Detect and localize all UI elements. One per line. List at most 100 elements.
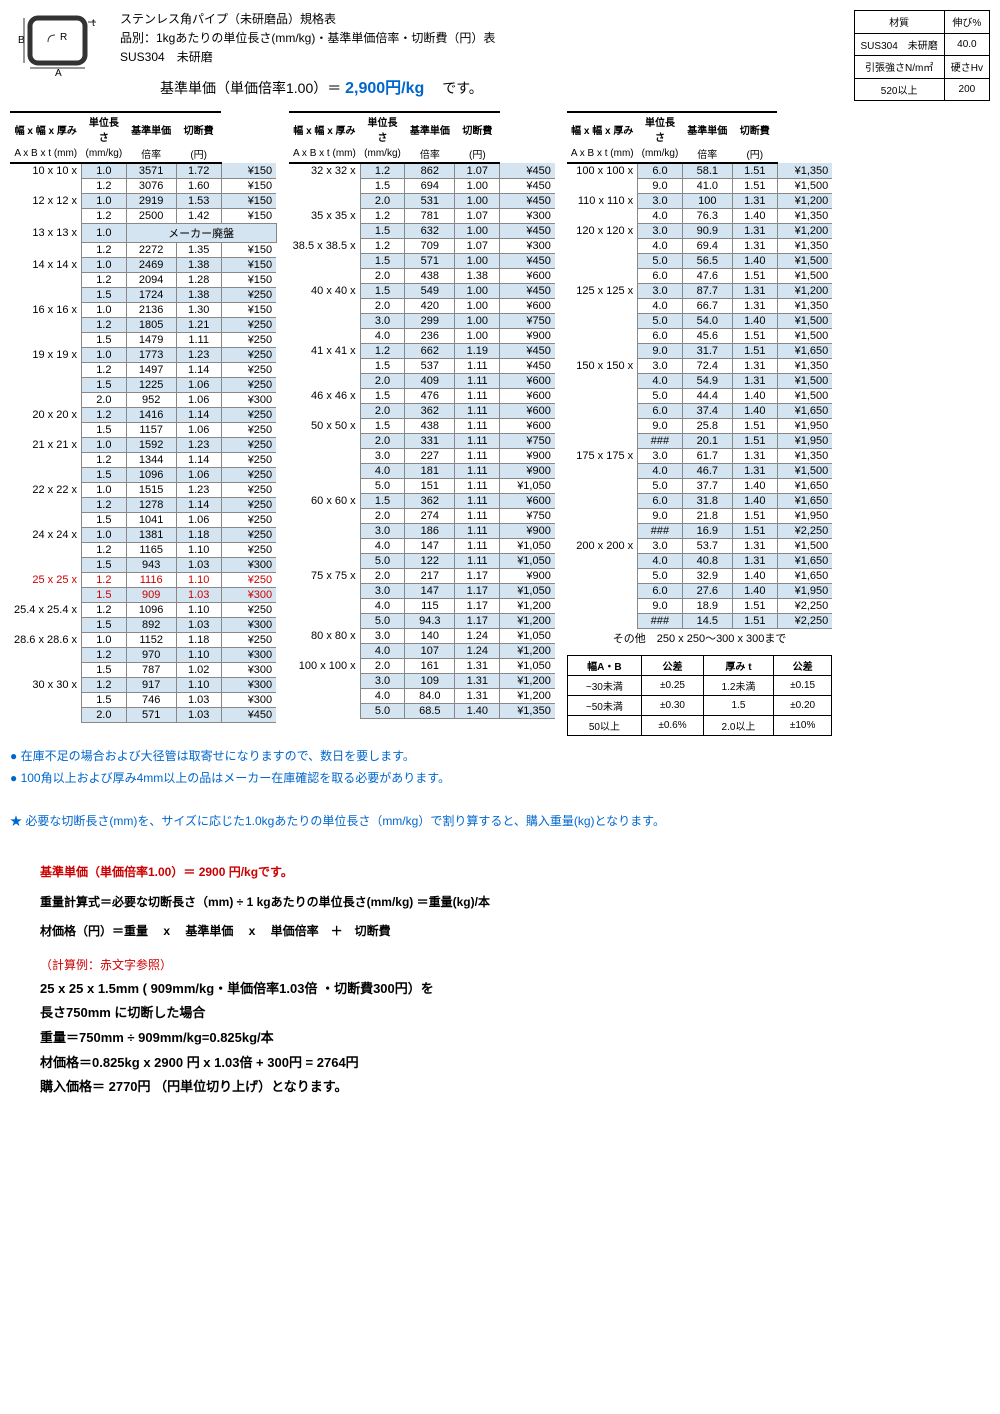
table-row: 4.076.31.40¥1,350 — [567, 209, 832, 224]
table-row: 1.510961.06¥250 — [10, 468, 276, 483]
table-row: 25.4 x 25.4 x1.210961.10¥250 — [10, 603, 276, 618]
data-table-3: 幅 x 幅 x 厚み単位長さ基準単価切断費 A x B x t (mm)(mm/… — [567, 111, 832, 647]
table-row: 1.55711.00¥450 — [289, 254, 555, 269]
example-3: 重量＝750mm ÷ 909mm/kg=0.825kg/本 — [40, 1026, 990, 1051]
table-row: 14 x 14 x1.024691.38¥150 — [10, 258, 276, 273]
tolerance-table: 幅A・B公差厚み t公差 ~30未満±0.251.2未満±0.15~50未満±0… — [567, 655, 832, 736]
svg-text:t: t — [92, 18, 95, 29]
title-line-2: 品別：1kgあたりの単位長さ(mm/kg)・基準単価倍率・切断費（円）表 — [120, 29, 844, 48]
table-row: 1.225001.42¥150 — [10, 209, 276, 224]
table-row: 4.040.81.31¥1,650 — [567, 554, 832, 569]
table-row: 22 x 22 x1.015151.23¥250 — [10, 483, 276, 498]
table-row: 4.066.71.31¥1,350 — [567, 299, 832, 314]
table-row: 2.02741.11¥750 — [289, 509, 555, 524]
table-row: 30 x 30 x1.29171.10¥300 — [10, 678, 276, 693]
table-row: 2.04381.38¥600 — [289, 269, 555, 284]
table-row: 24 x 24 x1.013811.18¥250 — [10, 528, 276, 543]
table-row: 38.5 x 38.5 x1.27091.07¥300 — [289, 239, 555, 254]
table-row: 21 x 21 x1.015921.23¥250 — [10, 438, 276, 453]
data-table-1: 幅 x 幅 x 厚み単位長さ基準単価切断費 A x B x t (mm)(mm/… — [10, 111, 277, 723]
table-row: 2.04091.11¥600 — [289, 374, 555, 389]
table-row: 120 x 120 x3.090.91.31¥1,200 — [567, 224, 832, 239]
table-row: ###20.11.51¥1,950 — [567, 434, 832, 449]
table-row: 5.01221.11¥1,050 — [289, 554, 555, 569]
table-row: 60 x 60 x1.53621.11¥600 — [289, 494, 555, 509]
table-row: 200 x 200 x3.053.71.31¥1,500 — [567, 539, 832, 554]
table-row: 10 x 10 x1.035711.72¥150 — [10, 163, 276, 179]
table-row: 2.03621.11¥600 — [289, 404, 555, 419]
base-price-value: 2,900円/kg — [345, 80, 424, 97]
table-row: 1.59091.03¥300 — [10, 588, 276, 603]
example-head: （計算例：赤文字参照） — [40, 955, 990, 977]
table-row: 1.57871.02¥300 — [10, 663, 276, 678]
table-row: 125 x 125 x3.087.71.31¥1,200 — [567, 284, 832, 299]
table-row: 1.230761.60¥150 — [10, 179, 276, 194]
title-line-1: ステンレス角パイプ（未研磨品）規格表 — [120, 10, 844, 29]
tables-container: 幅 x 幅 x 厚み単位長さ基準単価切断費 A x B x t (mm)(mm/… — [10, 111, 990, 736]
calc-1: 重量計算式＝必要な切断長さ（mm) ÷ 1 kgあたりの単位長さ(mm/kg) … — [40, 892, 990, 914]
table-row: 5.094.31.17¥1,200 — [289, 614, 555, 629]
table-row: 6.047.61.51¥1,500 — [567, 269, 832, 284]
table-row: 1.218051.21¥250 — [10, 318, 276, 333]
table-row: 5.056.51.40¥1,500 — [567, 254, 832, 269]
table-row: 4.01811.11¥900 — [289, 464, 555, 479]
table-row: 3.01471.17¥1,050 — [289, 584, 555, 599]
table-row: 13 x 13 x1.0メーカー廃盤 — [10, 224, 276, 243]
table-row: 12 x 12 x1.029191.53¥150 — [10, 194, 276, 209]
table-row: 3.01091.31¥1,200 — [289, 674, 555, 689]
table-row: 9.025.81.51¥1,950 — [567, 419, 832, 434]
table-row: 2.05311.00¥450 — [289, 194, 555, 209]
svg-text:R: R — [60, 32, 67, 43]
table-row: ###16.91.51¥2,250 — [567, 524, 832, 539]
table-row: 4.046.71.31¥1,500 — [567, 464, 832, 479]
table-row: 4.01071.24¥1,200 — [289, 644, 555, 659]
table-row: 1.212781.14¥250 — [10, 498, 276, 513]
table-row: 6.027.61.40¥1,950 — [567, 584, 832, 599]
table-row: 9.041.01.51¥1,500 — [567, 179, 832, 194]
table-row: 1.214971.14¥250 — [10, 363, 276, 378]
note-bullet-2: ● 100角以上および厚み4mm以上の品はメーカー在庫確認を取る必要があります。 — [10, 768, 990, 790]
pipe-diagram: B A R t — [10, 10, 110, 80]
table-row: 35 x 35 x1.27811.07¥300 — [289, 209, 555, 224]
table-row: 1.56941.00¥450 — [289, 179, 555, 194]
table-row: 5.068.51.40¥1,350 — [289, 704, 555, 719]
table-row: 1.55371.11¥450 — [289, 359, 555, 374]
table-row: 110 x 110 x3.01001.31¥1,200 — [567, 194, 832, 209]
table-row: 19 x 19 x1.017731.23¥250 — [10, 348, 276, 363]
example-4: 材価格＝0.825kg x 2900 円 x 1.03倍 + 300円 = 27… — [40, 1051, 990, 1076]
table-row: 32 x 32 x1.28621.07¥450 — [289, 163, 555, 179]
table-row: ###14.51.51¥2,250 — [567, 614, 832, 629]
table-row: 5.044.41.40¥1,500 — [567, 389, 832, 404]
table-row: 6.037.41.40¥1,650 — [567, 404, 832, 419]
table-row: 1.57461.03¥300 — [10, 693, 276, 708]
table-row: 1.56321.00¥450 — [289, 224, 555, 239]
table-row: 41 x 41 x1.26621.19¥450 — [289, 344, 555, 359]
material-line: SUS304 未研磨 — [120, 48, 844, 67]
table-row: 2.04201.00¥600 — [289, 299, 555, 314]
table-row: 1.511571.06¥250 — [10, 423, 276, 438]
data-table-2: 幅 x 幅 x 厚み単位長さ基準単価切断費 A x B x t (mm)(mm/… — [289, 111, 555, 719]
note-red: 基準単価（単価倍率1.00）＝ 2900 円/kgです。 — [40, 862, 990, 884]
header: B A R t ステンレス角パイプ（未研磨品）規格表 品別：1kgあたりの単位長… — [10, 10, 990, 101]
note-bullet-1: ● 在庫不足の場合および大径管は取寄せになりますので、数日を要します。 — [10, 746, 990, 768]
table-row: 100 x 100 x2.01611.31¥1,050 — [289, 659, 555, 674]
table-row: 1.29701.10¥300 — [10, 648, 276, 663]
table-row: 1.512251.06¥250 — [10, 378, 276, 393]
table-row: 9.021.81.51¥1,950 — [567, 509, 832, 524]
table-row: 1.58921.03¥300 — [10, 618, 276, 633]
table-row: 1.517241.38¥250 — [10, 288, 276, 303]
table-row: 6.031.81.40¥1,650 — [567, 494, 832, 509]
table-row: 3.01861.11¥900 — [289, 524, 555, 539]
table-row: 175 x 175 x3.061.71.31¥1,350 — [567, 449, 832, 464]
svg-text:A: A — [55, 68, 62, 79]
notes: ● 在庫不足の場合および大径管は取寄せになりますので、数日を要します。 ● 10… — [10, 746, 990, 1100]
table-row: 4.069.41.31¥1,350 — [567, 239, 832, 254]
calc-2: 材価格（円）＝重量 x 基準単価 x 単価倍率 ＋ 切断費 — [40, 921, 990, 943]
table-row: 1.211651.10¥250 — [10, 543, 276, 558]
example-2: 長さ750mm に切断した場合 — [40, 1001, 990, 1026]
table-row: 4.054.91.31¥1,500 — [567, 374, 832, 389]
table-row: 80 x 80 x3.01401.24¥1,050 — [289, 629, 555, 644]
table-row: 3.02991.00¥750 — [289, 314, 555, 329]
table-row: 5.037.71.40¥1,650 — [567, 479, 832, 494]
table-row: 28.6 x 28.6 x1.011521.18¥250 — [10, 633, 276, 648]
